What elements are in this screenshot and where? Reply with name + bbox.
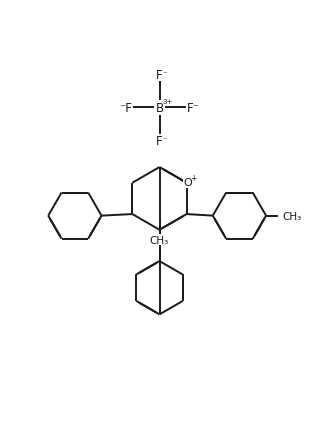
Text: ⁻: ⁻ — [163, 70, 167, 79]
Text: 3+: 3+ — [162, 99, 173, 105]
Text: ⁻: ⁻ — [163, 136, 167, 145]
Text: O: O — [183, 178, 192, 188]
Text: ⁻F: ⁻F — [119, 102, 132, 115]
Text: F: F — [156, 135, 163, 148]
Text: F: F — [156, 69, 163, 82]
Text: B: B — [155, 102, 164, 115]
Text: F⁻: F⁻ — [187, 102, 200, 115]
Text: +: + — [191, 174, 197, 183]
Text: CH₃: CH₃ — [150, 235, 169, 245]
Text: CH₃: CH₃ — [282, 211, 302, 221]
